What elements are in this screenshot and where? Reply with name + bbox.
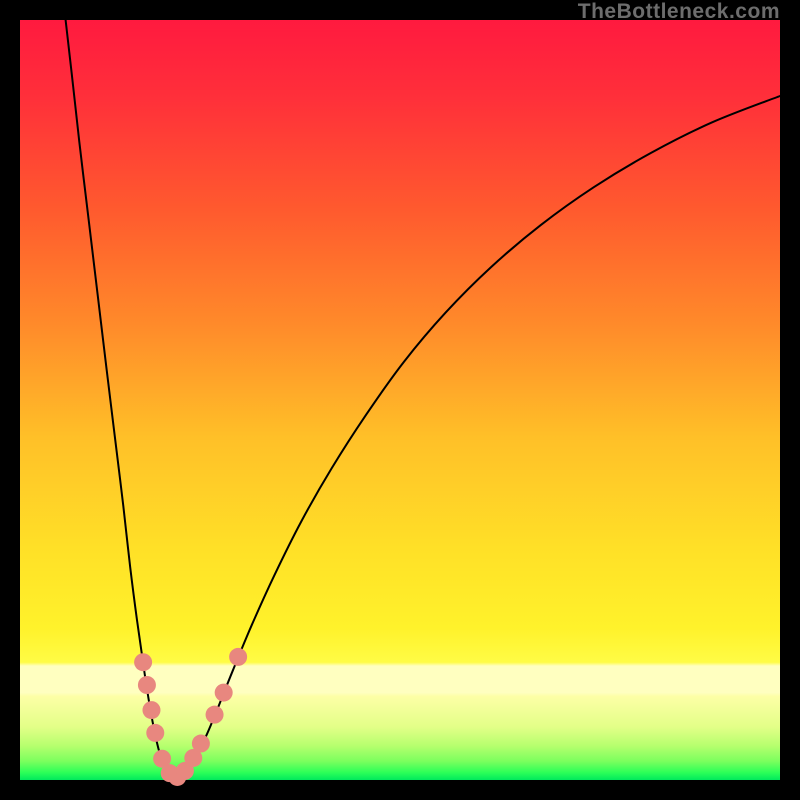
data-marker	[229, 648, 247, 666]
data-marker	[138, 676, 156, 694]
chart-background	[20, 20, 780, 780]
bottleneck-chart	[0, 0, 800, 800]
data-marker	[206, 706, 224, 724]
chart-frame: TheBottleneck.com	[0, 0, 800, 800]
data-marker	[146, 724, 164, 742]
data-marker	[142, 701, 160, 719]
data-marker	[134, 653, 152, 671]
watermark-text: TheBottleneck.com	[578, 0, 780, 24]
data-marker	[215, 684, 233, 702]
data-marker	[192, 735, 210, 753]
